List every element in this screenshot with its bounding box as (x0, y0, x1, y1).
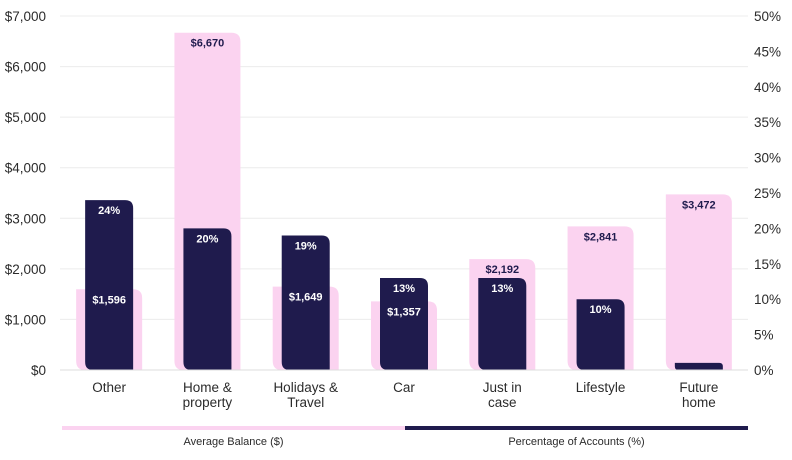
balance-data-label: $1,649 (289, 292, 323, 304)
y-left-tick-label: $7,000 (5, 9, 46, 24)
percentage-data-label: 19% (295, 240, 317, 252)
y-right-tick-label: 50% (754, 9, 781, 24)
category-label: Other (92, 380, 126, 395)
category-label: Just in (483, 380, 522, 395)
percentage-data-label: 24% (98, 205, 120, 217)
balance-data-label: $2,841 (584, 231, 618, 243)
legend-label-balance: Average Balance ($) (183, 436, 283, 448)
balance-data-label: $1,357 (387, 306, 421, 318)
y-left-tick-label: $0 (31, 363, 46, 378)
balance-data-label: $2,192 (485, 264, 519, 276)
balance-data-label: $3,472 (682, 199, 716, 211)
percentage-data-label: 1% (691, 368, 707, 380)
balance-data-label: $1,596 (92, 294, 126, 306)
category-label: Car (393, 380, 415, 395)
percentage-data-label: 13% (491, 283, 513, 295)
category-label: Holidays & (273, 380, 338, 395)
percentage-data-label: 10% (590, 304, 612, 316)
y-left-tick-label: $6,000 (5, 60, 46, 75)
percentage-bar (478, 277, 527, 370)
legend-label-percentage: Percentage of Accounts (%) (508, 436, 644, 448)
percentage-bar (281, 235, 330, 370)
y-left-tick-label: $5,000 (5, 110, 46, 125)
legend-swatch-balance (62, 426, 405, 430)
category-label: Travel (287, 395, 324, 410)
y-right-tick-label: 40% (754, 80, 781, 95)
category-label: Future (679, 380, 718, 395)
y-left-tick-label: $2,000 (5, 262, 46, 277)
y-right-tick-label: 5% (754, 328, 774, 343)
category-label: property (183, 395, 233, 410)
y-right-tick-label: 0% (754, 363, 774, 378)
category-label: home (682, 395, 716, 410)
percentage-bar (576, 299, 625, 370)
y-right-tick-label: 25% (754, 186, 781, 201)
y-right-tick-label: 20% (754, 221, 781, 236)
percentage-data-label: 13% (393, 283, 415, 295)
percentage-data-label: 20% (196, 233, 218, 245)
percentage-bar (380, 277, 428, 370)
y-left-tick-label: $1,000 (5, 312, 46, 327)
balance-bar (665, 194, 732, 370)
category-label: case (488, 395, 517, 410)
y-right-tick-label: 15% (754, 257, 781, 272)
y-right-tick-label: 45% (754, 44, 781, 59)
y-right-tick-label: 35% (754, 115, 781, 130)
percentage-bar (85, 200, 134, 370)
y-left-tick-label: $4,000 (5, 161, 46, 176)
category-label: Lifestyle (576, 380, 626, 395)
balance-data-label: $6,670 (191, 38, 225, 50)
y-left-tick-label: $3,000 (5, 211, 46, 226)
category-label: Home & (183, 380, 232, 395)
y-right-tick-label: 30% (754, 151, 781, 166)
legend-swatch-percentage (405, 426, 748, 430)
percentage-bar (183, 228, 232, 370)
percentage-bar (674, 362, 723, 370)
y-right-tick-label: 10% (754, 292, 781, 307)
